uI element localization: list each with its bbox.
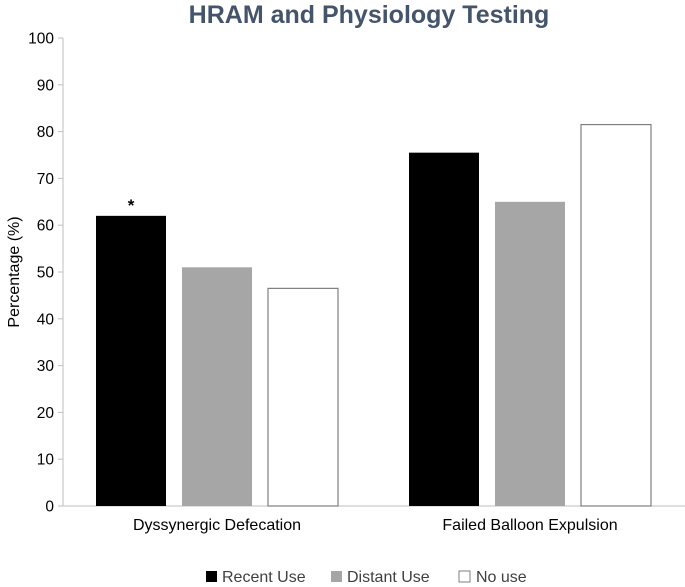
y-tick-label: 30 bbox=[37, 358, 55, 375]
y-tick-label: 90 bbox=[37, 77, 55, 94]
bar bbox=[96, 215, 166, 506]
bar bbox=[409, 152, 479, 506]
legend: Recent Use Distant Use No use bbox=[206, 569, 527, 586]
y-tick-label: 60 bbox=[37, 218, 55, 235]
y-tick-label: 0 bbox=[45, 499, 54, 516]
bar bbox=[495, 201, 565, 507]
y-tick-label: 70 bbox=[37, 171, 55, 188]
y-axis-label: Percentage (%) bbox=[6, 216, 23, 327]
bar bbox=[182, 267, 252, 506]
y-tick-label: 20 bbox=[37, 405, 55, 422]
bar bbox=[267, 287, 339, 507]
legend-label: No use bbox=[476, 569, 527, 586]
bars bbox=[96, 123, 652, 507]
legend-swatch bbox=[331, 571, 342, 582]
y-tick-label: 100 bbox=[28, 31, 54, 48]
y-tick-label: 50 bbox=[37, 265, 55, 282]
y-axis-ticks: 0 10 20 30 40 50 60 70 80 90 100 bbox=[28, 31, 63, 516]
legend-swatch bbox=[206, 571, 217, 582]
y-tick-label: 80 bbox=[37, 124, 55, 141]
legend-label: Recent Use bbox=[222, 569, 306, 586]
bar bbox=[580, 123, 652, 507]
category-label: Failed Balloon Expulsion bbox=[442, 517, 617, 534]
category-label: Dyssynergic Defecation bbox=[133, 517, 301, 534]
significance-marker: * bbox=[128, 196, 135, 215]
y-tick-label: 10 bbox=[37, 452, 55, 469]
chart-title: HRAM and Physiology Testing bbox=[189, 1, 550, 29]
legend-label: Distant Use bbox=[347, 569, 430, 586]
y-tick-label: 40 bbox=[37, 311, 55, 328]
category-labels: Dyssynergic Defecation Failed Balloon Exp… bbox=[133, 517, 618, 534]
annotations: * bbox=[128, 196, 135, 215]
legend-swatch bbox=[458, 570, 471, 583]
